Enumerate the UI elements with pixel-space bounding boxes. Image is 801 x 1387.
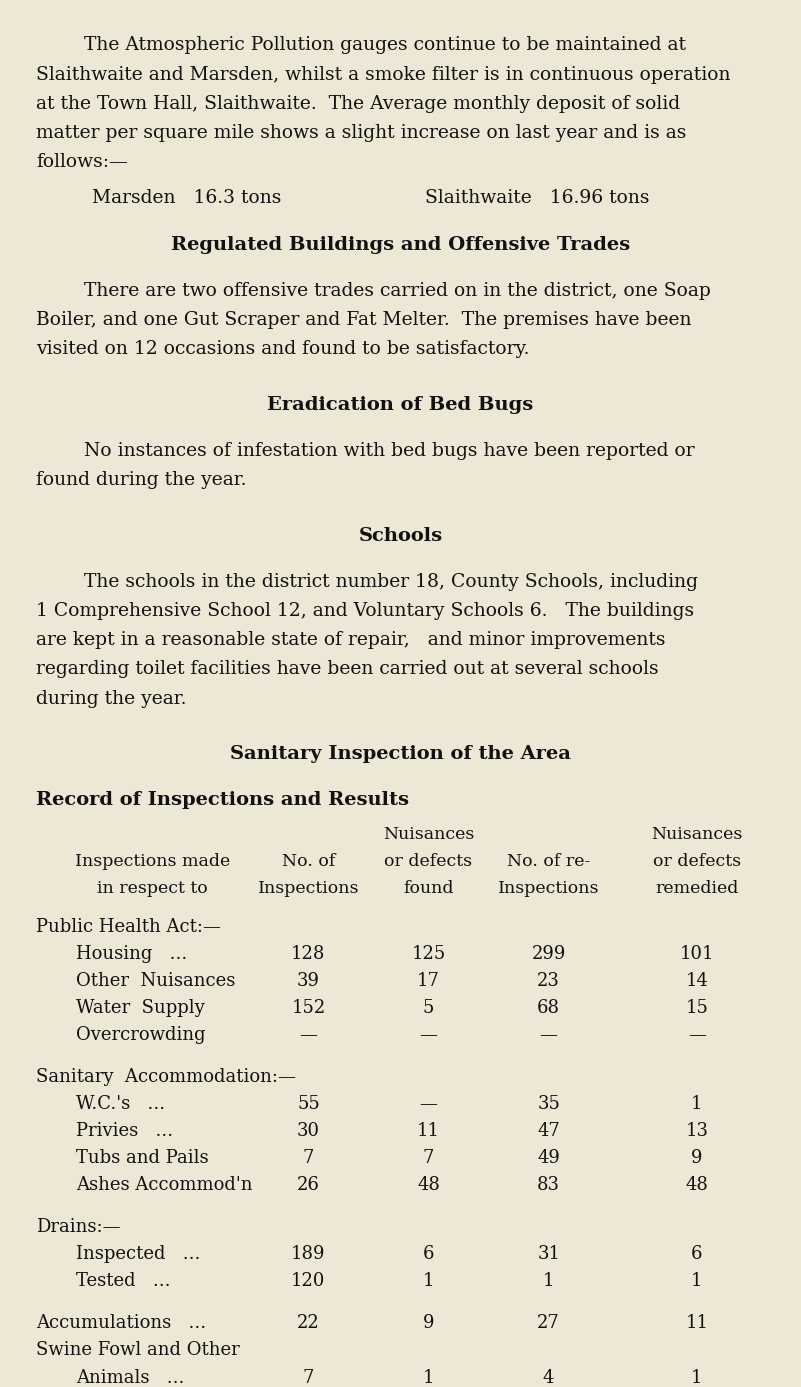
Text: Privies   ...: Privies ... xyxy=(76,1122,173,1140)
Text: 6: 6 xyxy=(691,1246,702,1264)
Text: 120: 120 xyxy=(292,1272,325,1290)
Text: Record of Inspections and Results: Record of Inspections and Results xyxy=(36,792,409,810)
Text: 23: 23 xyxy=(537,972,560,990)
Text: 7: 7 xyxy=(423,1150,434,1168)
Text: or defects: or defects xyxy=(384,853,473,870)
Text: 17: 17 xyxy=(417,972,440,990)
Text: visited on 12 occasions and found to be satisfactory.: visited on 12 occasions and found to be … xyxy=(36,340,529,358)
Text: 68: 68 xyxy=(537,999,560,1017)
Text: 1: 1 xyxy=(423,1272,434,1290)
Text: 35: 35 xyxy=(537,1096,560,1112)
Text: Housing   ...: Housing ... xyxy=(76,945,187,963)
Text: 48: 48 xyxy=(686,1176,708,1194)
Text: No instances of infestation with bed bugs have been reported or: No instances of infestation with bed bug… xyxy=(36,442,694,460)
Text: 14: 14 xyxy=(686,972,708,990)
Text: No. of re-: No. of re- xyxy=(507,853,590,870)
Text: 31: 31 xyxy=(537,1246,560,1264)
Text: Tubs and Pails: Tubs and Pails xyxy=(76,1150,209,1168)
Text: 83: 83 xyxy=(537,1176,560,1194)
Text: 125: 125 xyxy=(412,945,445,963)
Text: 152: 152 xyxy=(292,999,325,1017)
Text: 11: 11 xyxy=(417,1122,440,1140)
Text: are kept in a reasonable state of repair,   and minor improvements: are kept in a reasonable state of repair… xyxy=(36,631,666,649)
Text: 7: 7 xyxy=(303,1150,314,1168)
Text: Public Health Act:—: Public Health Act:— xyxy=(36,918,221,936)
Text: 1: 1 xyxy=(423,1369,434,1387)
Text: 47: 47 xyxy=(537,1122,560,1140)
Text: 39: 39 xyxy=(297,972,320,990)
Text: Sanitary Inspection of the Area: Sanitary Inspection of the Area xyxy=(230,745,571,763)
Text: W.C.'s   ...: W.C.'s ... xyxy=(76,1096,165,1112)
Text: Slaithwaite   16.96 tons: Slaithwaite 16.96 tons xyxy=(425,189,649,207)
Text: 30: 30 xyxy=(297,1122,320,1140)
Text: 9: 9 xyxy=(691,1150,702,1168)
Text: in respect to: in respect to xyxy=(97,879,207,897)
Text: during the year.: during the year. xyxy=(36,689,187,707)
Text: 1: 1 xyxy=(691,1272,702,1290)
Text: 15: 15 xyxy=(686,999,708,1017)
Text: Swine Fowl and Other: Swine Fowl and Other xyxy=(36,1341,239,1359)
Text: regarding toilet facilities have been carried out at several schools: regarding toilet facilities have been ca… xyxy=(36,660,658,678)
Text: 1: 1 xyxy=(543,1272,554,1290)
Text: 4: 4 xyxy=(543,1369,554,1387)
Text: Nuisances: Nuisances xyxy=(651,827,743,843)
Text: Accumulations   ...: Accumulations ... xyxy=(36,1315,206,1333)
Text: found during the year.: found during the year. xyxy=(36,472,247,490)
Text: 13: 13 xyxy=(686,1122,708,1140)
Text: Other  Nuisances: Other Nuisances xyxy=(76,972,235,990)
Text: follows:—: follows:— xyxy=(36,153,128,171)
Text: 48: 48 xyxy=(417,1176,440,1194)
Text: 9: 9 xyxy=(423,1315,434,1333)
Text: —: — xyxy=(420,1026,437,1044)
Text: 11: 11 xyxy=(686,1315,708,1333)
Text: —: — xyxy=(540,1026,557,1044)
Text: found: found xyxy=(403,879,454,897)
Text: Inspections: Inspections xyxy=(498,879,599,897)
Text: The schools in the district number 18, County Schools, including: The schools in the district number 18, C… xyxy=(36,573,698,591)
Text: Schools: Schools xyxy=(358,527,443,545)
Text: Ashes Accommod'n: Ashes Accommod'n xyxy=(76,1176,252,1194)
Text: No. of: No. of xyxy=(282,853,335,870)
Text: 49: 49 xyxy=(537,1150,560,1168)
Text: 7: 7 xyxy=(303,1369,314,1387)
Text: 1: 1 xyxy=(691,1096,702,1112)
Text: 5: 5 xyxy=(423,999,434,1017)
Text: 128: 128 xyxy=(292,945,325,963)
Text: Marsden   16.3 tons: Marsden 16.3 tons xyxy=(92,189,281,207)
Text: Tested   ...: Tested ... xyxy=(76,1272,171,1290)
Text: 189: 189 xyxy=(291,1246,326,1264)
Text: 1 Comprehensive School 12, and Voluntary Schools 6.   The buildings: 1 Comprehensive School 12, and Voluntary… xyxy=(36,602,694,620)
Text: 27: 27 xyxy=(537,1315,560,1333)
Text: 101: 101 xyxy=(679,945,714,963)
Text: 26: 26 xyxy=(297,1176,320,1194)
Text: 22: 22 xyxy=(297,1315,320,1333)
Text: Regulated Buildings and Offensive Trades: Regulated Buildings and Offensive Trades xyxy=(171,236,630,254)
Text: Drains:—: Drains:— xyxy=(36,1218,120,1236)
Text: —: — xyxy=(688,1026,706,1044)
Text: 55: 55 xyxy=(297,1096,320,1112)
Text: —: — xyxy=(420,1096,437,1112)
Text: Inspected   ...: Inspected ... xyxy=(76,1246,200,1264)
Text: 6: 6 xyxy=(423,1246,434,1264)
Text: Overcrowding: Overcrowding xyxy=(76,1026,206,1044)
Text: 299: 299 xyxy=(532,945,566,963)
Text: Sanitary  Accommodation:—: Sanitary Accommodation:— xyxy=(36,1068,296,1086)
Text: Slaithwaite and Marsden, whilst a smoke filter is in continuous operation: Slaithwaite and Marsden, whilst a smoke … xyxy=(36,65,731,83)
Text: matter per square mile shows a slight increase on last year and is as: matter per square mile shows a slight in… xyxy=(36,123,686,141)
Text: —: — xyxy=(300,1026,317,1044)
Text: Water  Supply: Water Supply xyxy=(76,999,205,1017)
Text: Inspections: Inspections xyxy=(258,879,359,897)
Text: Eradication of Bed Bugs: Eradication of Bed Bugs xyxy=(268,395,533,413)
Text: at the Town Hall, Slaithwaite.  The Average monthly deposit of solid: at the Town Hall, Slaithwaite. The Avera… xyxy=(36,94,680,112)
Text: Nuisances: Nuisances xyxy=(383,827,474,843)
Text: Inspections made: Inspections made xyxy=(74,853,230,870)
Text: remedied: remedied xyxy=(655,879,739,897)
Text: The Atmospheric Pollution gauges continue to be maintained at: The Atmospheric Pollution gauges continu… xyxy=(36,36,686,54)
Text: There are two offensive trades carried on in the district, one Soap: There are two offensive trades carried o… xyxy=(36,282,711,300)
Text: or defects: or defects xyxy=(653,853,741,870)
Text: 1: 1 xyxy=(691,1369,702,1387)
Text: Boiler, and one Gut Scraper and Fat Melter.  The premises have been: Boiler, and one Gut Scraper and Fat Melt… xyxy=(36,311,691,329)
Text: Animals   ...: Animals ... xyxy=(76,1369,184,1387)
